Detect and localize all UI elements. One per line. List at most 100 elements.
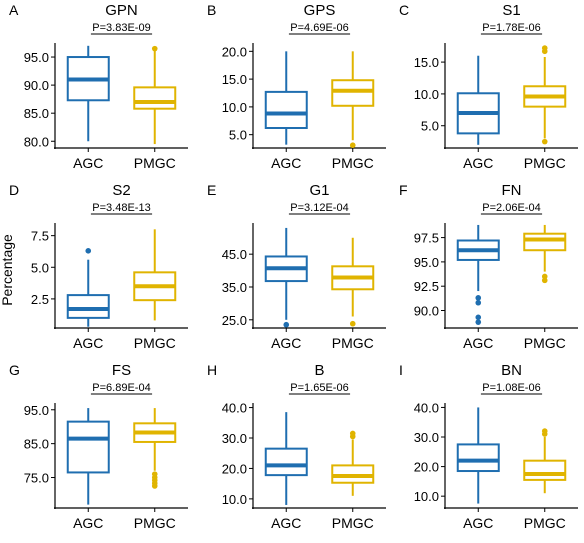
- figure-y-axis-label: Percentage: [0, 234, 15, 306]
- panel-d-pvalue: P=3.48E-13: [92, 202, 150, 214]
- panel-d-agc-outlier: [85, 248, 92, 254]
- panel-i-pmgc-outlier: [541, 428, 548, 434]
- panel-h-title: B: [314, 362, 324, 379]
- panel-a-pvalue: P=3.83E-09: [92, 22, 150, 34]
- panel-c-title: S1: [502, 2, 520, 19]
- panel-a-x-tick-label: AGC: [73, 155, 103, 171]
- panel-e-agc-outlier: [283, 321, 290, 328]
- panel-a-letter: A: [9, 2, 19, 18]
- panel-d-y-tick-label: 2.5: [31, 292, 49, 307]
- panel-f-x-tick-label: AGC: [463, 335, 493, 351]
- panel-d-x-tick-label: AGC: [73, 335, 103, 351]
- panel-f-agc-outlier: [475, 295, 482, 301]
- panel-a-y-tick-label: 90.0: [24, 78, 49, 93]
- panel-e-y-tick-label: 35.0: [222, 280, 247, 295]
- panel-h-pmgc-outlier: [349, 430, 356, 437]
- panel-e-x-tick-label: AGC: [271, 335, 301, 351]
- panel-a-x-tick-label: PMGC: [134, 155, 176, 171]
- panel-h-letter: H: [207, 362, 217, 378]
- panel-e-x-tick-label: PMGC: [332, 335, 374, 351]
- panel-c-x-tick-label: PMGC: [524, 155, 566, 171]
- panel-i-letter: I: [399, 362, 403, 378]
- panel-d-agc-box: [66, 294, 110, 319]
- panel-c-y-tick-label: 15.0: [414, 55, 439, 70]
- panel-b-x-tick-label: AGC: [271, 155, 301, 171]
- panel-f-pvalue: P=2.06E-04: [482, 202, 540, 214]
- panel-b-letter: B: [207, 2, 216, 18]
- panel-b-y-tick-label: 10.0: [222, 100, 247, 115]
- panel-a-title: GPN: [105, 2, 138, 19]
- panel-c-pmgc-outlier: [541, 45, 548, 51]
- panel-e-y-tick-label: 25.0: [222, 313, 247, 328]
- panel-g-y-tick-label: 85.0: [24, 437, 49, 452]
- panel-h-y-tick-label: 40.0: [222, 401, 247, 416]
- panel-a-y-tick-label: 85.0: [24, 106, 49, 121]
- panel-h-y-tick-label: 30.0: [222, 431, 247, 446]
- panel-b-pvalue: P=4.69E-06: [290, 22, 348, 34]
- panel-f-pmgc-box: [523, 232, 567, 252]
- panel-c-y-tick-label: 5.0: [421, 119, 439, 134]
- panel-b-title: GPS: [304, 2, 336, 19]
- panel-f-x-tick-label: PMGC: [524, 335, 566, 351]
- panel-f-y-tick-label: 97.5: [414, 231, 439, 246]
- panel-a-y-tick-label: 80.0: [24, 134, 49, 149]
- panel-b-x-tick-label: PMGC: [332, 155, 374, 171]
- panel-c-y-tick-label: 10.0: [414, 87, 439, 102]
- panel-f-agc-outlier: [475, 299, 482, 306]
- panel-i-x-tick-label: PMGC: [524, 515, 566, 531]
- panel-f-y-tick-label: 92.5: [414, 279, 439, 294]
- panel-f-y-tick-label: 90.0: [414, 304, 439, 319]
- panel-i-y-tick-label: 30.0: [414, 430, 439, 445]
- panel-f-pmgc-outlier: [541, 277, 548, 284]
- panel-g-x-tick-label: AGC: [73, 515, 103, 531]
- panel-b-y-tick-label: 20.0: [222, 44, 247, 59]
- panel-f-agc-outlier: [475, 314, 482, 321]
- panel-i-agc-box: [456, 443, 500, 473]
- panel-d-y-tick-label: 7.5: [31, 229, 49, 244]
- panel-a-pmgc-outlier: [151, 45, 158, 52]
- panel-e-title: G1: [309, 182, 329, 199]
- panel-d-title: S2: [112, 182, 130, 199]
- panel-b-y-tick-label: 5.0: [229, 128, 247, 143]
- panel-f-letter: F: [399, 182, 408, 198]
- panel-c-pmgc-outlier: [541, 138, 548, 145]
- panel-f-y-tick-label: 95.0: [414, 255, 439, 270]
- panel-h-y-tick-label: 20.0: [222, 461, 247, 476]
- panel-h-x-tick-label: AGC: [271, 515, 301, 531]
- panel-i-title: BN: [501, 362, 522, 379]
- panel-g-pmgc-outlier: [151, 483, 158, 489]
- panel-b-agc-box: [264, 90, 308, 129]
- panel-c-pvalue: P=1.78E-06: [482, 22, 540, 34]
- panel-g-y-tick-label: 95.0: [24, 403, 49, 418]
- panel-d-y-tick-label: 5.0: [31, 260, 49, 275]
- panel-f-pmgc-outlier: [541, 273, 548, 280]
- panel-i-y-tick-label: 10.0: [414, 489, 439, 504]
- panel-a-y-tick-label: 95.0: [24, 50, 49, 65]
- panel-g-pvalue: P=6.89E-04: [92, 382, 150, 394]
- panel-i-y-tick-label: 40.0: [414, 400, 439, 415]
- panel-h-pvalue: P=1.65E-06: [290, 382, 348, 394]
- panel-f-agc-outlier: [475, 319, 482, 325]
- panel-f-title: FN: [502, 182, 522, 199]
- panel-e-pvalue: P=3.12E-04: [290, 202, 348, 214]
- panel-i-x-tick-label: AGC: [463, 515, 493, 531]
- panel-c-x-tick-label: AGC: [463, 155, 493, 171]
- panel-h-agc-box: [264, 447, 308, 477]
- panel-h-x-tick-label: PMGC: [332, 515, 374, 531]
- panel-e-letter: E: [207, 182, 216, 198]
- panel-i-y-tick-label: 20.0: [414, 460, 439, 475]
- panel-g-x-tick-label: PMGC: [134, 515, 176, 531]
- panel-d-letter: D: [9, 182, 19, 198]
- panel-g-agc-box: [66, 420, 110, 474]
- panel-b-y-tick-label: 15.0: [222, 72, 247, 87]
- panel-g-y-tick-label: 75.0: [24, 471, 49, 486]
- panel-h-y-tick-label: 10.0: [222, 492, 247, 507]
- panel-b-pmgc-outlier: [349, 142, 356, 149]
- panel-i-pmgc-box: [523, 459, 567, 481]
- panel-e-y-tick-label: 45.0: [222, 247, 247, 262]
- panel-g-title: FS: [112, 362, 131, 379]
- panel-d-x-tick-label: PMGC: [134, 335, 176, 351]
- panel-i-pvalue: P=1.08E-06: [482, 382, 540, 394]
- panel-b-pmgc-box: [331, 79, 375, 107]
